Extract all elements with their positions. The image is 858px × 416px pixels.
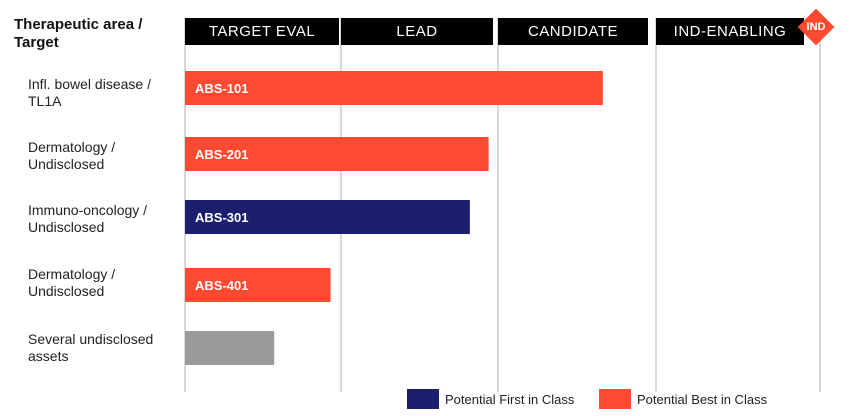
row-label-undisclosed: Several undisclosed assets bbox=[28, 331, 154, 364]
bar-label-abs-201: ABS-201 bbox=[195, 147, 248, 162]
row-label-dermatology-2: Dermatology / Undisclosed bbox=[28, 266, 116, 299]
legend-best-in-class-label: Potential Best in Class bbox=[637, 392, 768, 407]
legend-best-in-class-swatch bbox=[599, 389, 631, 409]
bar-label-abs-401: ABS-401 bbox=[195, 278, 248, 293]
row-label-ibd: Infl. bowel disease / TL1A bbox=[28, 76, 151, 109]
bar-abs-101 bbox=[185, 71, 603, 105]
bar-abs-201 bbox=[185, 137, 489, 171]
stage-lead: LEAD bbox=[341, 18, 493, 45]
ind-marker-label: IND bbox=[806, 21, 826, 33]
bar-undisclosed-assets bbox=[185, 331, 275, 365]
bar-label-abs-101: ABS-101 bbox=[195, 81, 248, 96]
bar-label-abs-301: ABS-301 bbox=[195, 210, 248, 225]
header-title: Therapeutic area / Target bbox=[14, 16, 143, 51]
legend-first-in-class-label: Potential First in Class bbox=[445, 392, 575, 407]
legend-first-in-class-swatch bbox=[407, 389, 439, 409]
bar-abs-301 bbox=[185, 200, 470, 234]
row-label-dermatology-1: Dermatology / Undisclosed bbox=[28, 139, 116, 172]
bar-abs-401 bbox=[185, 268, 331, 302]
row-label-immuno-oncology: Immuno-oncology / Undisclosed bbox=[28, 202, 148, 235]
stage-target-eval: TARGET EVAL bbox=[185, 18, 339, 45]
stage-candidate: CANDIDATE bbox=[498, 18, 648, 45]
stage-ind-enabling: IND-ENABLING bbox=[656, 18, 804, 45]
